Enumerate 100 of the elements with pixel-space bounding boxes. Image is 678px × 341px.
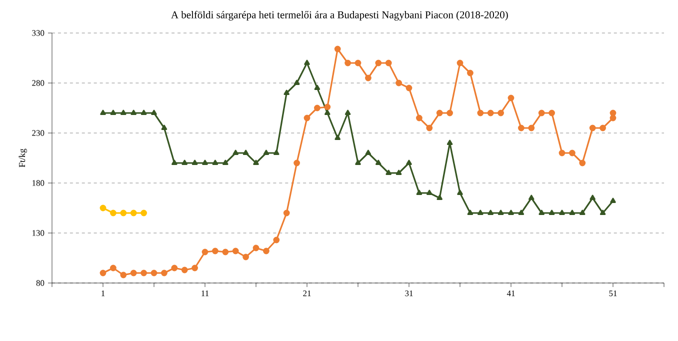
point bbox=[446, 140, 453, 145]
point bbox=[171, 264, 178, 272]
point bbox=[569, 150, 576, 156]
point bbox=[354, 60, 362, 66]
point bbox=[538, 110, 545, 116]
point bbox=[375, 60, 382, 66]
point bbox=[140, 110, 147, 115]
point bbox=[242, 150, 249, 155]
point bbox=[487, 110, 494, 116]
point bbox=[283, 210, 290, 216]
point bbox=[324, 110, 330, 115]
point bbox=[202, 248, 208, 256]
point bbox=[610, 114, 616, 122]
point bbox=[467, 210, 474, 215]
point bbox=[110, 110, 116, 115]
point bbox=[100, 204, 106, 212]
point bbox=[161, 270, 168, 276]
point bbox=[579, 160, 586, 166]
y-tick-label: 280 bbox=[32, 80, 44, 86]
point bbox=[548, 110, 555, 116]
y-tick-label: 80 bbox=[36, 280, 44, 286]
point bbox=[478, 210, 484, 215]
point bbox=[151, 110, 157, 115]
point bbox=[426, 190, 432, 195]
point bbox=[498, 110, 504, 116]
point bbox=[130, 270, 137, 276]
point bbox=[212, 160, 218, 165]
point bbox=[334, 134, 340, 140]
point bbox=[396, 170, 402, 175]
point bbox=[508, 210, 514, 215]
x-tick-label: 51 bbox=[609, 290, 617, 296]
point bbox=[294, 80, 300, 85]
point bbox=[120, 272, 127, 278]
point bbox=[192, 264, 198, 272]
point bbox=[528, 124, 535, 132]
point bbox=[182, 160, 188, 165]
point bbox=[181, 266, 188, 274]
point bbox=[110, 264, 116, 272]
point bbox=[304, 60, 310, 65]
point bbox=[436, 194, 442, 200]
point bbox=[559, 210, 565, 215]
point bbox=[477, 110, 484, 116]
point bbox=[273, 236, 280, 244]
point bbox=[600, 124, 606, 132]
point bbox=[150, 270, 158, 276]
point bbox=[569, 210, 576, 215]
point bbox=[365, 74, 372, 82]
x-tick-label: 1 bbox=[102, 290, 105, 296]
point bbox=[498, 210, 504, 215]
point bbox=[548, 210, 555, 215]
point bbox=[610, 198, 616, 203]
point bbox=[334, 46, 341, 52]
point bbox=[202, 160, 208, 165]
point bbox=[161, 124, 168, 130]
point bbox=[590, 194, 596, 200]
point bbox=[232, 150, 238, 155]
point bbox=[314, 84, 320, 90]
x-tick-label: 21 bbox=[303, 290, 311, 296]
point bbox=[140, 270, 147, 276]
point bbox=[426, 124, 433, 132]
point bbox=[538, 210, 544, 215]
x-tick-label: 31 bbox=[405, 290, 413, 296]
y-tick-label: 330 bbox=[32, 30, 44, 36]
point bbox=[344, 110, 351, 115]
point bbox=[518, 210, 524, 215]
point bbox=[406, 160, 412, 165]
point bbox=[130, 210, 137, 216]
y-tick-label: 180 bbox=[32, 180, 44, 186]
point bbox=[140, 210, 147, 216]
point bbox=[192, 160, 198, 165]
point bbox=[242, 254, 249, 260]
point bbox=[376, 160, 382, 165]
point bbox=[580, 210, 586, 215]
point bbox=[304, 114, 310, 122]
point bbox=[253, 160, 259, 165]
point bbox=[294, 160, 300, 166]
point bbox=[222, 160, 228, 165]
point bbox=[365, 150, 372, 155]
point bbox=[436, 110, 443, 116]
point bbox=[100, 110, 106, 115]
point bbox=[528, 194, 534, 200]
point bbox=[589, 124, 596, 132]
point bbox=[386, 170, 392, 175]
y-tick-label: 130 bbox=[32, 230, 44, 236]
point bbox=[314, 104, 320, 112]
point bbox=[212, 248, 218, 254]
point bbox=[130, 110, 136, 115]
point bbox=[488, 210, 494, 215]
point bbox=[416, 190, 422, 195]
point bbox=[456, 60, 464, 66]
point bbox=[284, 90, 290, 95]
point bbox=[232, 248, 239, 254]
x-tick-label: 41 bbox=[506, 290, 515, 296]
chart-title: A belföldi sárgarépa heti termelői ára a Budapesti Nagybani Piacon (2018-2020) bbox=[171, 10, 508, 20]
point bbox=[457, 190, 463, 195]
point bbox=[467, 70, 474, 76]
point bbox=[172, 160, 178, 165]
x-tick-label: 11 bbox=[202, 290, 209, 296]
point bbox=[558, 150, 566, 156]
point bbox=[263, 248, 270, 254]
